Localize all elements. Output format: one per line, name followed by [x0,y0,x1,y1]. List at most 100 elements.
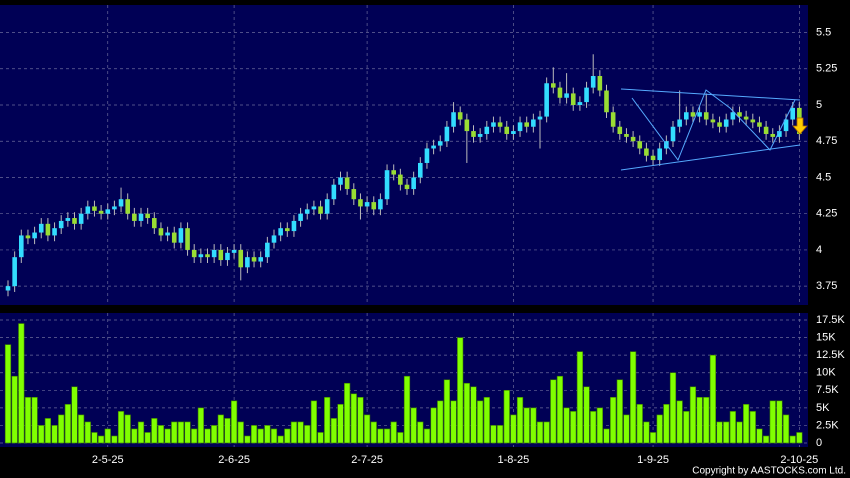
volume-bar [317,432,324,444]
y-tick-label: 5 [816,99,822,111]
candle-body [171,232,177,243]
volume-bar [616,379,623,444]
candle-body [12,257,17,287]
volume-bar [44,418,51,444]
volume-bar [782,414,790,444]
candle-body [178,228,184,243]
candle-body [730,112,736,120]
candle-body [723,119,729,127]
y-tick-label: 5K [816,402,830,414]
volume-bar [643,421,650,444]
y-tick-label: 4 [816,244,822,256]
x-tick-label: 2-6-25 [218,454,250,466]
y-tick-label: 4.75 [816,135,837,147]
volume-bar [550,379,557,444]
candle-body [404,184,410,190]
candle-body [418,162,423,178]
candle-body [145,213,150,219]
candle-body [471,131,476,137]
volume-bar [18,323,25,444]
x-tick-label: 2-5-25 [92,454,124,466]
candle-body [537,116,543,120]
candle-body [5,286,11,291]
candle-body [690,112,696,117]
candle-body [378,199,383,210]
candle-body [477,133,483,137]
candle-body [650,155,656,161]
volume-bar [191,428,198,444]
candle-body [225,252,230,261]
volume-bar [516,397,524,444]
candle-body [118,199,124,207]
candle-body [25,235,31,239]
volume-bar [683,411,690,444]
volume-bar [4,344,12,444]
volume-bar [583,386,590,444]
volume-bar [304,425,311,444]
candle-body [637,141,643,149]
candle-body [311,206,317,210]
candle-body [783,119,789,132]
candle-body [112,206,117,210]
candle-body [630,136,636,142]
candle-body [165,232,170,236]
candle-body [258,257,263,262]
candle-body [584,87,589,103]
volume-bar [24,397,32,444]
candle-body [391,170,396,175]
volume-bar [98,435,105,444]
candle-body [384,170,390,200]
volume-bar [430,407,437,444]
candle-body [52,228,57,236]
volume-bar [457,337,464,444]
volume-bar [676,400,683,444]
volume-bar [91,432,98,444]
y-tick-label: 15K [816,331,836,343]
candle-body [484,126,490,134]
candle-body [517,122,523,132]
volume-bar [310,400,318,444]
volume-bar [144,432,151,444]
x-tick-label: 1-9-25 [637,454,669,466]
volume-bar [324,397,331,444]
volume-bar [536,421,544,444]
candle-body [32,232,37,239]
candle-body [697,112,702,117]
candle-body [191,249,197,258]
volume-bar [756,428,763,444]
candle-body [491,122,496,127]
y-tick-label: 10K [816,367,836,379]
candle-body [304,209,310,214]
y-tick-label: 5.25 [816,63,837,75]
candle-body [152,218,157,229]
candle-body [265,242,270,258]
candle-body [132,213,137,221]
mark-layer [4,54,803,444]
y-tick-label: 12.5K [816,349,845,361]
candle-body [437,141,443,146]
volume-bar [603,428,610,444]
volume-bar [350,393,357,444]
volume-bar [709,354,716,444]
volume-bar [450,400,457,444]
candle-body [610,112,616,127]
volume-bar [470,386,477,444]
volume-bar [736,421,743,444]
volume-bar [277,435,284,444]
candle-body [743,116,749,120]
candle-body [763,126,769,134]
volume-bar [38,425,45,444]
candle-body [710,119,716,123]
volume-bar [124,414,131,444]
candle-body [338,177,343,185]
volume-bar [257,428,264,444]
candle-body [371,202,377,210]
volume-bar [656,414,663,444]
volume-bar [789,435,796,444]
candle-body [551,83,556,88]
candle-body [703,112,709,120]
volume-bar [164,428,171,444]
y-tick-label: 4.25 [816,208,837,220]
